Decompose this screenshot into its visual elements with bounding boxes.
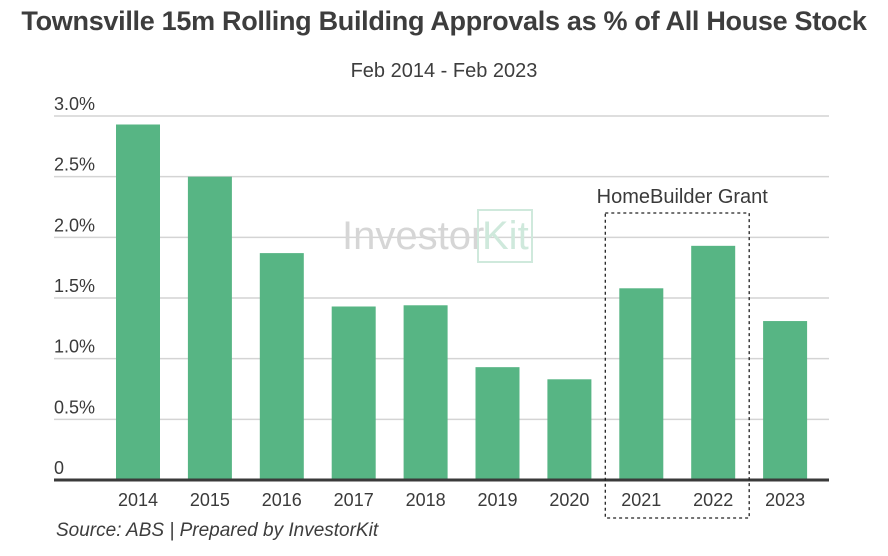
watermark-kit-box (477, 209, 533, 263)
bar-2014 (116, 124, 160, 480)
x-tick-label: 2022 (693, 490, 733, 510)
x-tick-label: 2018 (406, 490, 446, 510)
x-tick-label: 2017 (334, 490, 374, 510)
chart-subtitle: Feb 2014 - Feb 2023 (350, 60, 538, 82)
x-tick-label: 2016 (262, 490, 302, 510)
watermark-kit-text: Kit (482, 214, 529, 258)
annotation-box (604, 212, 750, 519)
bar-2020 (547, 379, 592, 480)
bars (116, 124, 808, 480)
y-tick-label: 0 (54, 458, 64, 478)
x-tick-label: 2020 (549, 490, 589, 510)
y-tick-label: 1.5% (54, 276, 95, 296)
bar-2017 (331, 306, 376, 480)
bar-2018 (403, 305, 448, 480)
y-axis-ticks: 0 0.5% 1.0% 1.5% 2.0% 2.5% 3.0% (54, 94, 95, 478)
y-tick-label: 2.5% (54, 155, 95, 175)
watermark-text: Investor (342, 214, 484, 258)
x-tick-label: 2014 (118, 490, 158, 510)
y-tick-label: 0.5% (54, 397, 95, 417)
bar-2016 (259, 253, 304, 480)
x-tick-label: 2023 (765, 490, 805, 510)
annotation-label: HomeBuilder Grant (597, 186, 769, 208)
x-axis-ticks: 2014 2015 2016 2017 2018 2019 2020 2021 2022 2023 (118, 490, 805, 510)
source-note: Source: ABS | Prepared by InvestorKit (56, 520, 379, 541)
bar-2022 (691, 245, 736, 480)
x-tick-label: 2021 (621, 490, 661, 510)
x-tick-label: 2015 (190, 490, 230, 510)
bar-2015 (187, 176, 232, 480)
bar-2023 (763, 321, 808, 480)
y-tick-label: 1.0% (54, 337, 95, 357)
chart-title: Townsville 15m Rolling Building Approval… (21, 6, 867, 36)
y-tick-label: 3.0% (54, 94, 95, 114)
bar-2021 (619, 288, 664, 480)
x-tick-label: 2019 (477, 490, 517, 510)
bar-2019 (475, 367, 520, 480)
homebuilder-annotation: HomeBuilder Grant (597, 186, 769, 519)
investorkit-watermark: Investor Kit (342, 209, 533, 263)
y-tick-label: 2.0% (54, 215, 95, 235)
